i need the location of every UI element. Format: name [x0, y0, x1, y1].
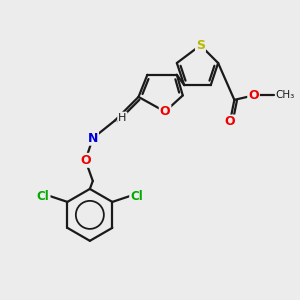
Text: Cl: Cl [37, 190, 50, 202]
Text: S: S [196, 39, 205, 52]
Text: Cl: Cl [130, 190, 143, 202]
Text: O: O [225, 116, 235, 128]
Text: O: O [248, 89, 259, 102]
Text: O: O [80, 154, 91, 167]
Text: N: N [88, 132, 98, 145]
Text: CH₃: CH₃ [276, 90, 295, 100]
Text: H: H [118, 112, 127, 123]
Text: O: O [160, 105, 170, 118]
